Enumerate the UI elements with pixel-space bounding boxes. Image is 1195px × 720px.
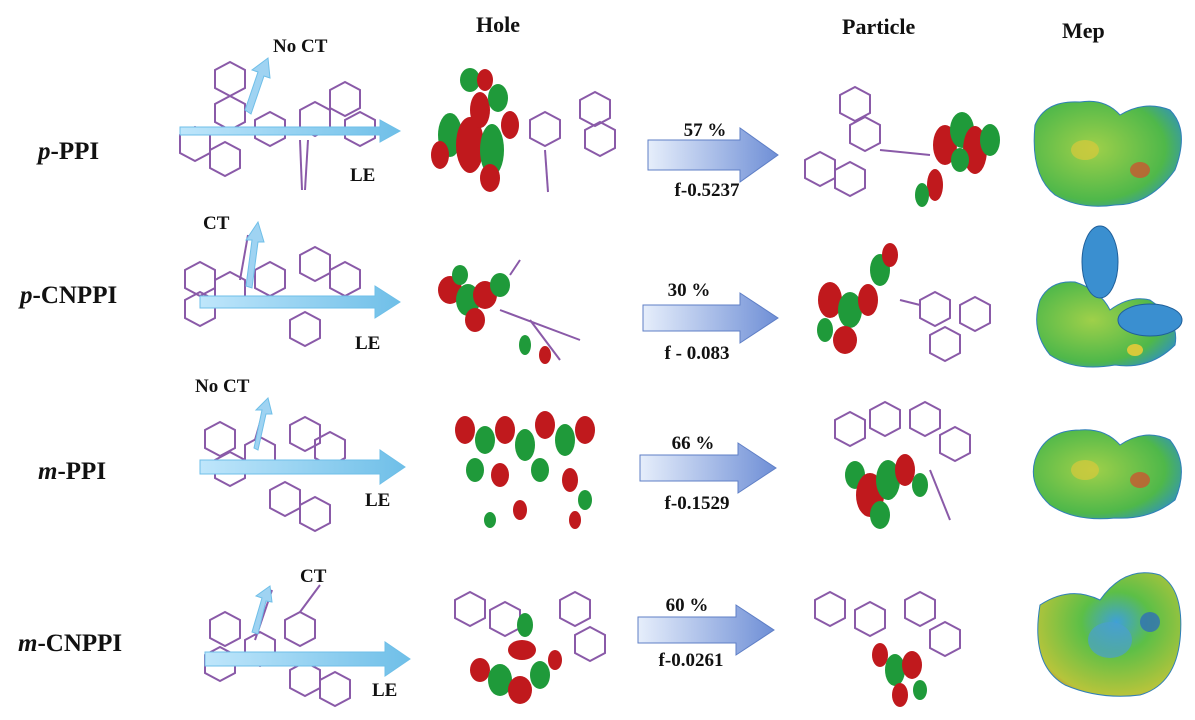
hole-row-3 [455,411,595,529]
mep-surface-3 [1032,429,1182,520]
mep-surface-1 [1033,100,1182,207]
percent-3: 66 % [671,433,715,454]
percent-1: 57 % [683,120,727,141]
transfer-tag-2: CT [203,213,230,234]
no-ct-arrow-3 [253,397,273,451]
osc-2: f - 0.083 [664,343,730,364]
le-arrow-2 [199,285,401,319]
hole-row-1 [431,68,616,193]
le-tag-4: LE [372,680,398,701]
particle-row-4 [814,590,961,707]
no-ct-arrow-1 [244,57,271,115]
row-label-1: p-PPI [38,138,100,165]
ct-arrow-4 [251,585,273,635]
molecule-row-2 [184,234,361,348]
header-mep: Mep [1062,18,1105,43]
ct-arrow-2 [245,220,265,289]
row-label-2: p-CNPPI [20,282,118,309]
header-hole: Hole [476,12,520,37]
molecule-row-1 [179,60,376,191]
hole-row-4 [454,590,606,704]
le-tag-1: LE [350,165,376,186]
le-arrow-3 [199,449,406,485]
row-label-4: m-CNPPI [18,630,123,657]
mep-surface-2 [1036,225,1183,368]
osc-1: f-0.5237 [674,180,740,201]
le-arrow-1 [179,119,402,143]
le-tag-3: LE [365,490,391,511]
transition-arrow-2 [642,292,779,344]
particle-row-3 [834,400,971,529]
transition-arrow-1 [647,127,779,183]
transition-arrow-4 [637,604,775,656]
percent-4: 60 % [665,595,709,616]
transfer-tag-4: CT [300,566,327,587]
le-arrow-4 [204,641,411,677]
osc-3: f-0.1529 [664,493,730,514]
le-tag-2: LE [355,333,381,354]
particle-row-2 [817,243,991,363]
particle-row-1 [804,85,1000,207]
osc-4: f-0.0261 [658,650,724,671]
percent-2: 30 % [667,280,711,301]
hole-row-2 [438,259,581,364]
transition-arrow-3 [639,442,777,494]
molecule-row-4 [204,584,351,708]
transfer-tag-1: No CT [273,36,328,57]
row-label-3: m-PPI [38,458,107,485]
header-particle: Particle [842,14,916,39]
mep-surface-4 [1037,572,1182,697]
transfer-tag-3: No CT [195,376,250,397]
